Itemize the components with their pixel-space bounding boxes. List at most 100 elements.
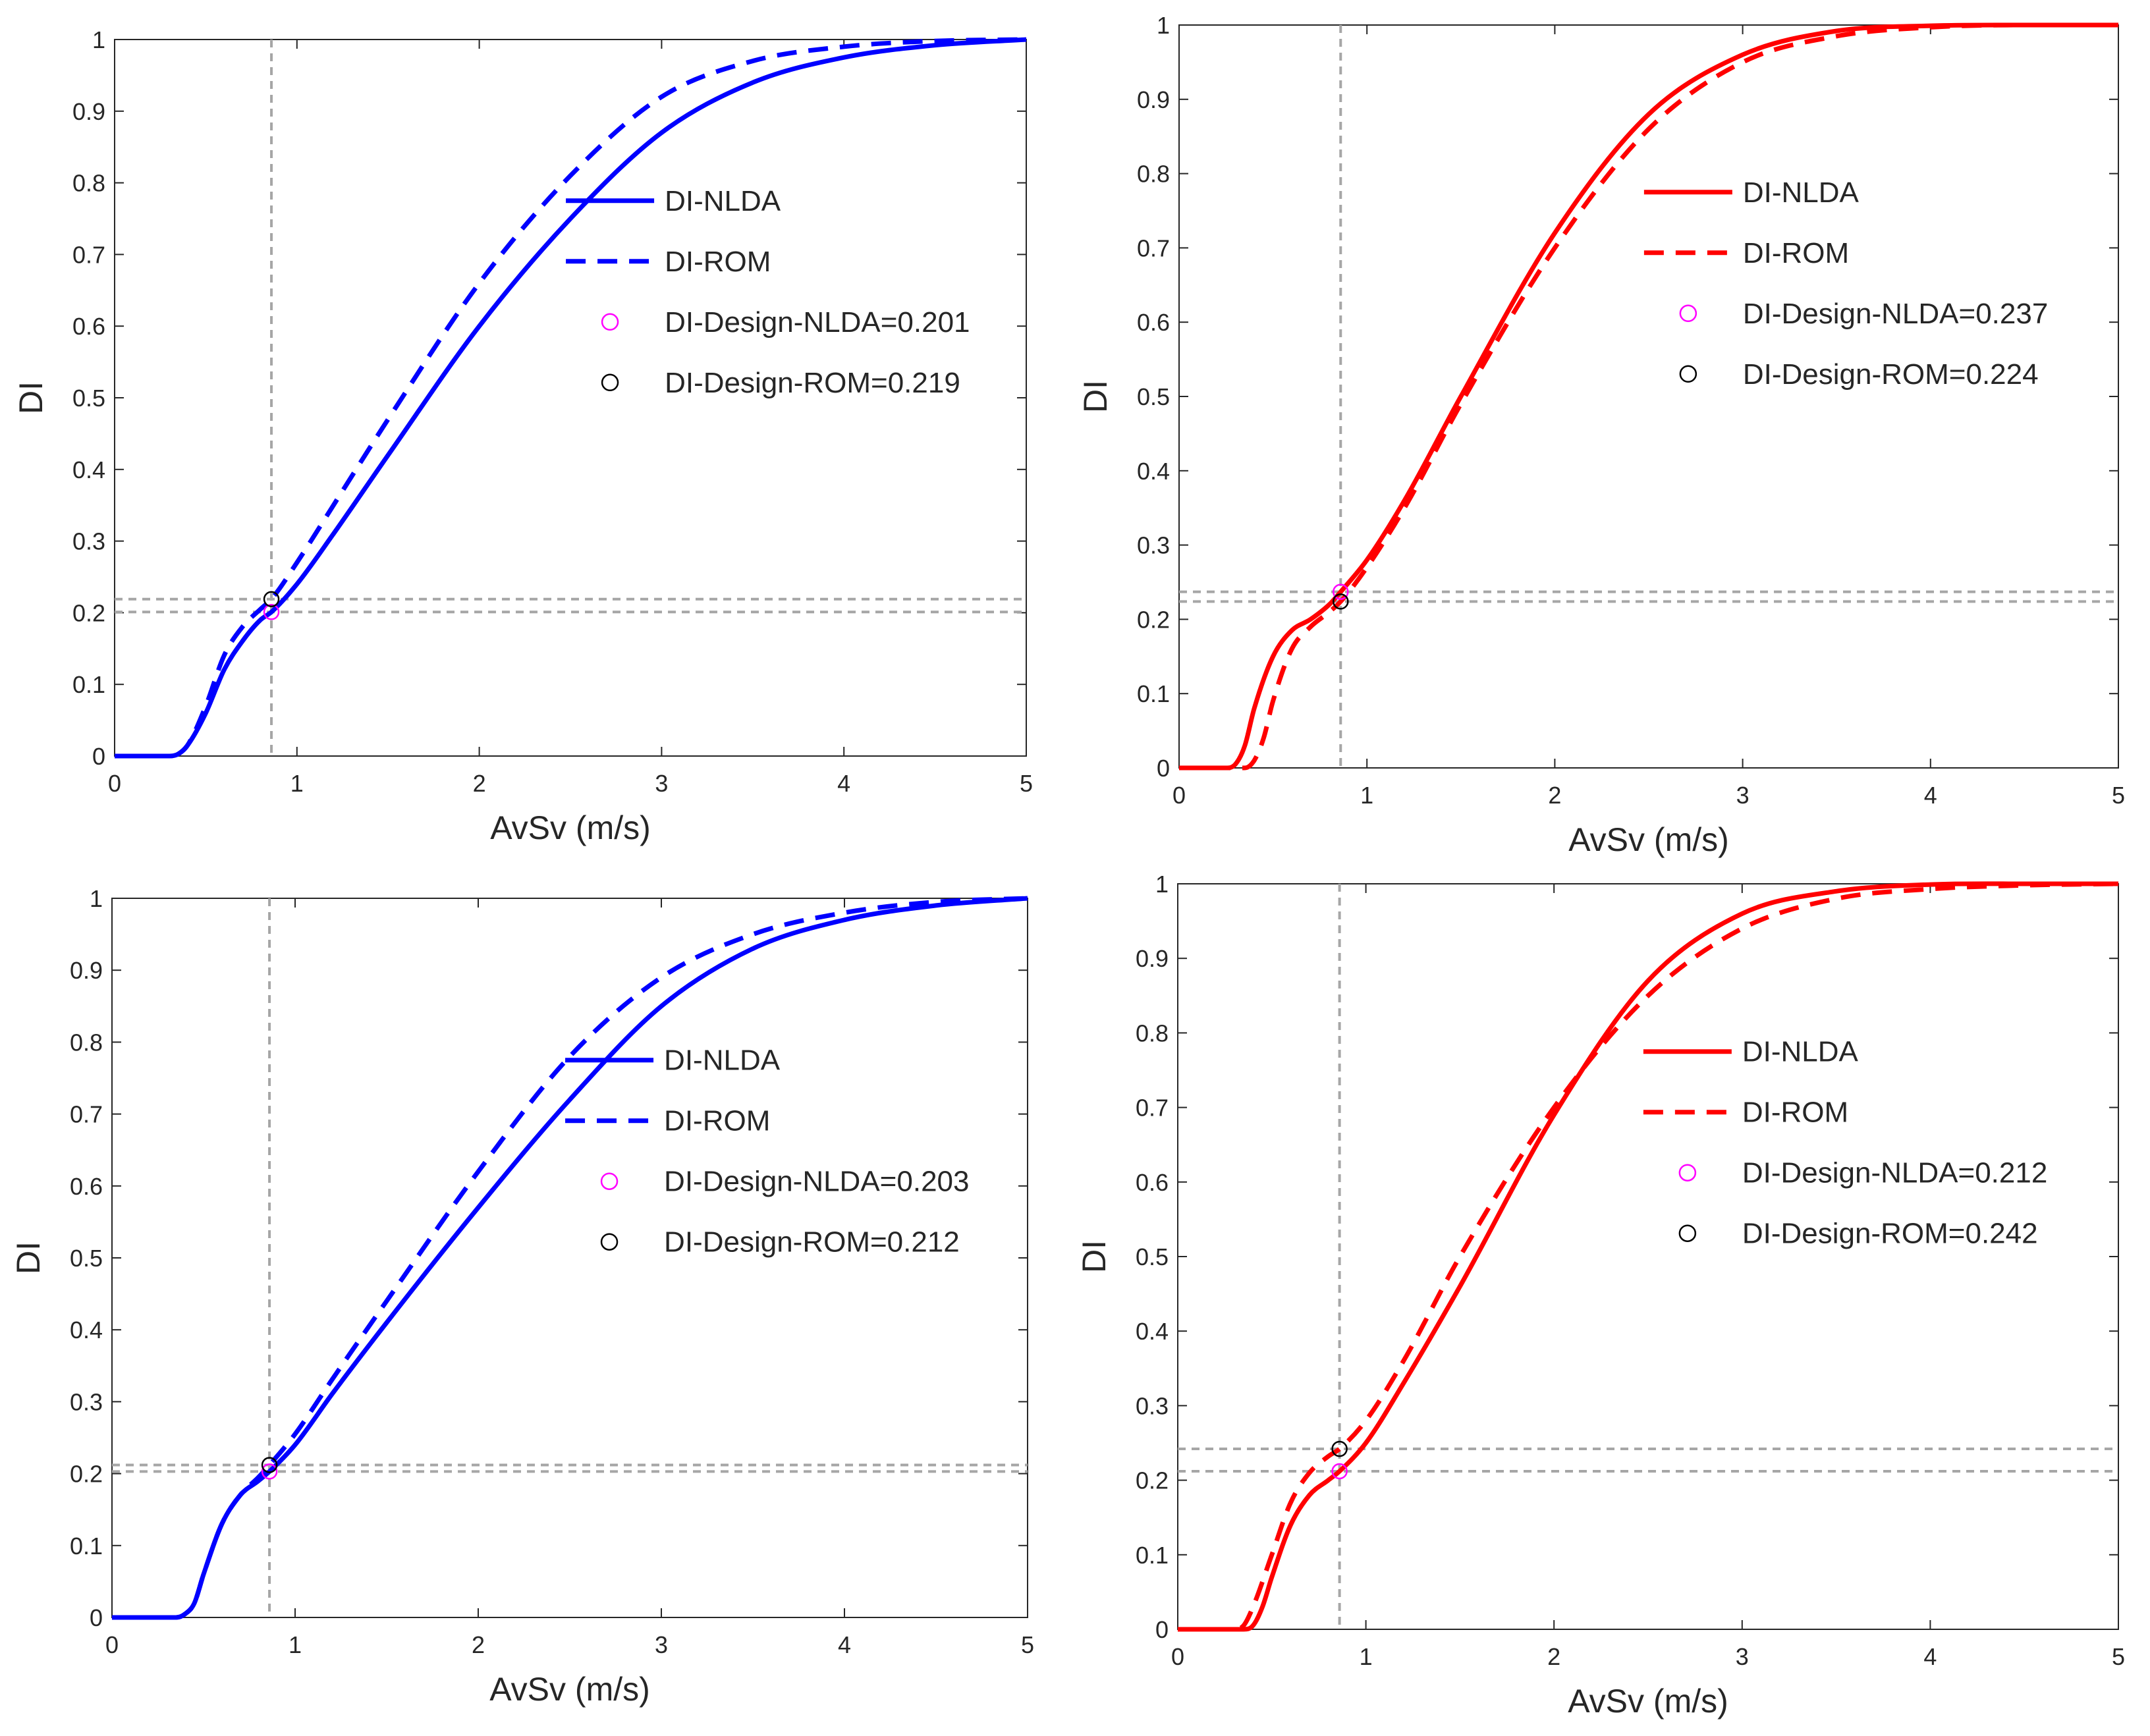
design-marker-nlda — [261, 1463, 278, 1480]
x-tick-label: 3 — [1736, 782, 1750, 809]
y-tick-label: 0.4 — [70, 1316, 103, 1343]
y-axis-label: DI — [1076, 1240, 1113, 1273]
legend-label: DI-NLDA — [664, 1044, 781, 1077]
design-marker-nlda — [263, 604, 280, 620]
x-tick-label: 0 — [105, 1631, 119, 1658]
plot-area — [114, 39, 1027, 757]
x-tick-label: 3 — [1736, 1643, 1749, 1670]
series-line-di-nlda — [1179, 22, 2118, 771]
legend-label: DI-NLDA — [665, 185, 781, 217]
x-axis-label: AvSv (m/s) — [489, 1671, 650, 1708]
y-tick-label: 0.5 — [1136, 1243, 1169, 1270]
x-axis-label: AvSv (m/s) — [1568, 1683, 1728, 1720]
legend-label: DI-Design-ROM=0.242 — [1742, 1218, 2038, 1250]
y-tick-label: 1 — [92, 26, 105, 53]
x-tick-label: 3 — [655, 770, 668, 797]
y-tick-label: 0 — [92, 743, 105, 770]
y-tick-label: 0.5 — [1137, 383, 1170, 410]
x-tick-label: 4 — [1923, 1643, 1937, 1670]
y-axis-label: DI — [13, 381, 49, 414]
x-axis-label: AvSv (m/s) — [1568, 821, 1729, 858]
y-tick-label: 0.2 — [72, 599, 105, 626]
y-tick-label: 0.6 — [72, 313, 105, 340]
legend: DI-NLDA DI-ROM DI-Design-NLDA=0.237 DI-Desi… — [1643, 176, 2048, 391]
y-tick-label: 0.1 — [1136, 1542, 1169, 1569]
x-tick-label: 1 — [289, 1631, 302, 1658]
plot-area — [1178, 24, 2119, 769]
legend-label: DI-ROM — [1743, 237, 1849, 269]
legend-marker-rom — [1678, 1224, 1697, 1242]
y-tick-label: 0.5 — [72, 385, 105, 412]
y-tick-label: 0 — [1155, 1616, 1169, 1643]
y-tick-label: 0.6 — [1136, 1169, 1169, 1196]
y-tick-label: 0.8 — [1137, 161, 1170, 188]
y-tick-label: 0.7 — [1136, 1095, 1169, 1122]
legend-marker-nlda — [600, 1172, 619, 1190]
legend: DI-NLDA DI-ROM DI-Design-NLDA=0.212 DI-Desi… — [1643, 1036, 2047, 1250]
design-marker-rom — [261, 1457, 278, 1473]
y-tick-label: 0.3 — [1136, 1392, 1169, 1419]
chart-panel-top-right: 0 1 2 3 4 5 0 0.1 0.2 0.3 0.4 0.5 0.6 0.7 0.8 0.9 1 AvSv … — [1077, 12, 2125, 858]
legend-marker-nlda — [601, 313, 619, 331]
y-tick-label: 0.8 — [72, 170, 105, 197]
series-line-di-rom — [115, 37, 1027, 759]
y-tick-label: 0.6 — [1137, 309, 1170, 336]
y-tick-label: 1 — [90, 885, 103, 912]
x-tick-label: 5 — [2112, 1643, 2125, 1670]
y-tick-label: 0.3 — [1137, 532, 1170, 559]
x-tick-label: 0 — [1171, 1643, 1184, 1670]
x-tick-label: 4 — [837, 770, 850, 797]
x-tick-label: 0 — [1172, 782, 1186, 809]
y-tick-label: 0.9 — [72, 98, 105, 125]
y-tick-label: 0 — [90, 1604, 103, 1631]
y-tick-label: 0.6 — [70, 1173, 103, 1200]
y-tick-label: 0.5 — [70, 1245, 103, 1272]
y-tick-label: 0.1 — [72, 671, 105, 698]
y-tick-label: 0.4 — [1136, 1318, 1169, 1345]
legend-label: DI-NLDA — [1743, 176, 1860, 209]
series-line-di-rom — [111, 896, 1028, 1620]
x-tick-label: 5 — [2112, 782, 2125, 809]
legend-label: DI-NLDA — [1742, 1036, 1859, 1068]
legend-label: DI-Design-NLDA=0.201 — [665, 306, 970, 339]
x-tick-label: 1 — [1360, 782, 1373, 809]
x-tick-label: 4 — [838, 1631, 851, 1658]
series-line-di-nlda — [1178, 881, 2118, 1632]
x-axis-label: AvSv (m/s) — [490, 809, 651, 846]
y-tick-label: 0.9 — [1136, 945, 1169, 972]
x-tick-label: 1 — [290, 770, 304, 797]
y-tick-label: 0.1 — [70, 1533, 103, 1560]
chart-panel-bottom-left: 0 1 2 3 4 5 0 0.1 0.2 0.3 0.4 0.5 0.6 0.7 0.8 0.9 1 AvSv … — [10, 885, 1034, 1708]
y-tick-label: 0.7 — [72, 241, 105, 268]
design-marker-rom — [263, 591, 280, 607]
plot-area — [1177, 883, 2119, 1630]
y-axis-label: DI — [10, 1241, 47, 1274]
y-tick-label: 0.3 — [70, 1388, 103, 1415]
legend-marker-rom — [600, 1233, 619, 1251]
legend-marker-nlda — [1679, 304, 1697, 323]
y-tick-label: 0.7 — [1137, 234, 1170, 261]
y-tick-label: 0.9 — [70, 957, 103, 984]
y-tick-label: 1 — [1157, 12, 1170, 39]
y-tick-label: 0 — [1157, 755, 1170, 782]
x-tick-label: 2 — [473, 770, 486, 797]
series-line-di-rom — [1178, 881, 2119, 1632]
y-tick-label: 0.8 — [1136, 1019, 1169, 1046]
y-axis-label: DI — [1077, 380, 1114, 413]
legend-marker-rom — [1679, 365, 1697, 383]
y-tick-label: 1 — [1155, 871, 1169, 898]
legend-label: DI-ROM — [665, 246, 771, 278]
x-tick-label: 0 — [108, 770, 121, 797]
y-tick-label: 0.8 — [70, 1029, 103, 1056]
legend-label: DI-Design-ROM=0.224 — [1743, 358, 2039, 391]
legend-label: DI-ROM — [664, 1105, 770, 1137]
series-line-di-rom — [1179, 22, 2118, 771]
legend-marker-nlda — [1678, 1164, 1697, 1181]
y-tick-label: 0.2 — [70, 1461, 103, 1488]
y-tick-label: 0.9 — [1137, 86, 1170, 113]
chart-panel-top-left: 0 1 2 3 4 5 0 0.1 0.2 0.3 0.4 0.5 0.6 0.7 0.8 0.9 1 AvSv … — [13, 26, 1033, 846]
x-tick-label: 3 — [655, 1631, 668, 1658]
legend-label: DI-Design-NLDA=0.212 — [1742, 1157, 2047, 1189]
y-tick-label: 0.1 — [1137, 680, 1170, 707]
